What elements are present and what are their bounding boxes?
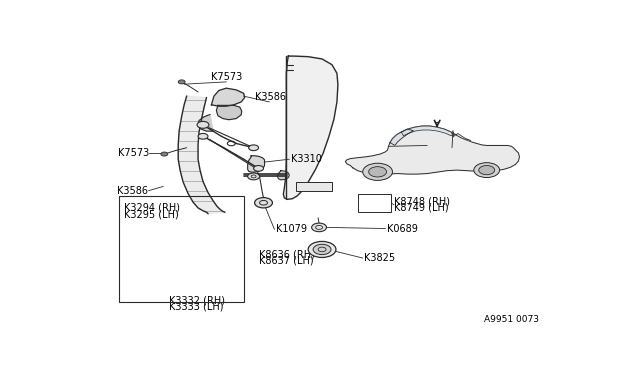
Text: K3295 (LH): K3295 (LH) bbox=[124, 209, 179, 219]
Polygon shape bbox=[277, 171, 289, 180]
Polygon shape bbox=[216, 105, 242, 120]
Text: K8637 (LH): K8637 (LH) bbox=[259, 256, 313, 266]
Text: K8636 (RH): K8636 (RH) bbox=[259, 249, 314, 259]
Circle shape bbox=[248, 173, 260, 180]
Circle shape bbox=[197, 121, 209, 128]
Circle shape bbox=[253, 166, 264, 171]
Text: K7573: K7573 bbox=[118, 148, 150, 158]
Polygon shape bbox=[248, 156, 264, 172]
Polygon shape bbox=[284, 56, 338, 199]
Polygon shape bbox=[456, 134, 471, 141]
Polygon shape bbox=[401, 126, 456, 136]
Text: K3333 (LH): K3333 (LH) bbox=[170, 301, 224, 311]
Polygon shape bbox=[198, 115, 213, 131]
Polygon shape bbox=[178, 96, 225, 214]
Circle shape bbox=[313, 244, 331, 254]
Circle shape bbox=[474, 163, 500, 177]
Circle shape bbox=[255, 198, 273, 208]
Polygon shape bbox=[390, 129, 413, 145]
Text: K7573: K7573 bbox=[211, 72, 242, 82]
Circle shape bbox=[363, 163, 392, 180]
Circle shape bbox=[248, 145, 259, 151]
Circle shape bbox=[369, 167, 387, 177]
Text: K0689: K0689 bbox=[387, 224, 417, 234]
Polygon shape bbox=[211, 88, 244, 106]
Text: K3586: K3586 bbox=[118, 186, 148, 196]
Circle shape bbox=[479, 166, 495, 175]
Polygon shape bbox=[452, 132, 454, 137]
Text: K3310: K3310 bbox=[291, 154, 322, 164]
Circle shape bbox=[308, 241, 336, 257]
Text: K3586: K3586 bbox=[255, 92, 287, 102]
Circle shape bbox=[178, 80, 185, 84]
Bar bbox=[358, 194, 392, 212]
Bar bbox=[296, 182, 332, 191]
Bar bbox=[118, 196, 244, 302]
Text: K8748 (RH): K8748 (RH) bbox=[394, 197, 450, 206]
Circle shape bbox=[312, 223, 326, 232]
Polygon shape bbox=[346, 126, 520, 174]
Text: K3294 (RH): K3294 (RH) bbox=[124, 202, 180, 212]
Text: K3825: K3825 bbox=[364, 253, 395, 263]
Text: K8749 (LH): K8749 (LH) bbox=[394, 203, 449, 213]
Text: K1079: K1079 bbox=[276, 224, 307, 234]
Circle shape bbox=[198, 134, 208, 139]
Text: K3332 (RH): K3332 (RH) bbox=[168, 295, 225, 305]
Text: A9951 0073: A9951 0073 bbox=[484, 315, 539, 324]
Circle shape bbox=[161, 152, 168, 156]
